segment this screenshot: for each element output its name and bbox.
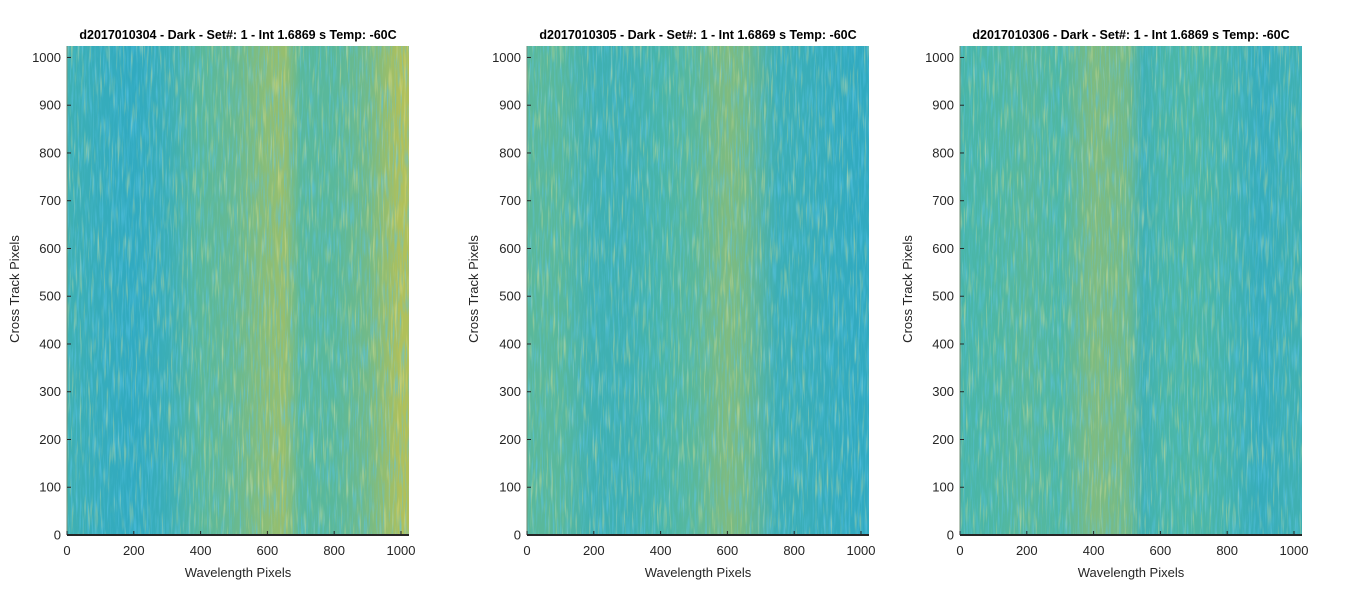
y-tick-label: 800 — [499, 145, 521, 160]
heatmap-noise-warm — [960, 46, 1302, 535]
heatmap-image — [527, 46, 869, 535]
y-tick-label: 600 — [499, 241, 521, 256]
y-tick-label: 800 — [39, 145, 61, 160]
y-tick-label: 100 — [39, 480, 61, 495]
y-tick-label: 0 — [514, 528, 521, 543]
y-tick-label: 1000 — [925, 50, 954, 65]
x-axis-label: Wavelength Pixels — [645, 565, 752, 580]
y-tick-label: 500 — [499, 289, 521, 304]
y-tick-label: 500 — [39, 289, 61, 304]
y-tick-label: 400 — [39, 336, 61, 351]
x-tick-label: 600 — [717, 543, 739, 558]
y-tick-label: 100 — [499, 480, 521, 495]
x-tick-label: 400 — [650, 543, 672, 558]
y-tick-label: 1000 — [32, 50, 61, 65]
y-axis-label: Cross Track Pixels — [7, 235, 22, 343]
y-tick-label: 0 — [54, 528, 61, 543]
y-tick-label: 200 — [39, 432, 61, 447]
y-tick-label: 100 — [932, 480, 954, 495]
chart-title: d2017010304 - Dark - Set#: 1 - Int 1.686… — [79, 28, 396, 42]
x-tick-label: 200 — [123, 543, 145, 558]
heatmap-image — [960, 46, 1302, 535]
y-tick-label: 900 — [499, 98, 521, 113]
chart-panel-2: d2017010305 - Dark - Set#: 1 - Int 1.686… — [466, 28, 875, 580]
x-axis-label: Wavelength Pixels — [1078, 565, 1185, 580]
y-tick-label: 600 — [932, 241, 954, 256]
y-tick-label: 700 — [39, 193, 61, 208]
x-tick-label: 0 — [63, 543, 70, 558]
y-tick-label: 1000 — [492, 50, 521, 65]
chart-title: d2017010305 - Dark - Set#: 1 - Int 1.686… — [539, 28, 856, 42]
y-axis-label: Cross Track Pixels — [900, 235, 915, 343]
x-tick-label: 400 — [1083, 543, 1105, 558]
y-tick-label: 300 — [39, 384, 61, 399]
y-tick-label: 400 — [499, 336, 521, 351]
y-tick-label: 200 — [932, 432, 954, 447]
y-tick-label: 300 — [499, 384, 521, 399]
x-tick-label: 1000 — [387, 543, 416, 558]
chart-panel-1: d2017010304 - Dark - Set#: 1 - Int 1.686… — [7, 28, 415, 580]
x-tick-label: 1000 — [1280, 543, 1309, 558]
y-tick-label: 900 — [39, 98, 61, 113]
x-tick-label: 200 — [583, 543, 605, 558]
y-tick-label: 800 — [932, 145, 954, 160]
heatmap-noise-warm — [527, 46, 869, 535]
y-tick-label: 0 — [947, 528, 954, 543]
y-tick-label: 500 — [932, 289, 954, 304]
x-tick-label: 800 — [323, 543, 345, 558]
x-tick-label: 1000 — [847, 543, 876, 558]
y-tick-label: 700 — [932, 193, 954, 208]
x-axis-label: Wavelength Pixels — [185, 565, 292, 580]
chart-panel-3: d2017010306 - Dark - Set#: 1 - Int 1.686… — [900, 28, 1308, 580]
chart-title: d2017010306 - Dark - Set#: 1 - Int 1.686… — [972, 28, 1289, 42]
x-tick-label: 400 — [190, 543, 212, 558]
y-tick-label: 700 — [499, 193, 521, 208]
y-tick-label: 400 — [932, 336, 954, 351]
y-tick-label: 600 — [39, 241, 61, 256]
x-tick-label: 600 — [1150, 543, 1172, 558]
y-tick-label: 200 — [499, 432, 521, 447]
x-tick-label: 800 — [1216, 543, 1238, 558]
y-tick-label: 300 — [932, 384, 954, 399]
y-axis-label: Cross Track Pixels — [466, 235, 481, 343]
heatmap-noise-warm — [67, 46, 409, 535]
heatmap-image — [67, 46, 409, 535]
y-tick-label: 900 — [932, 98, 954, 113]
x-tick-label: 0 — [523, 543, 530, 558]
x-tick-label: 600 — [257, 543, 279, 558]
x-tick-label: 0 — [956, 543, 963, 558]
x-tick-label: 800 — [783, 543, 805, 558]
x-tick-label: 200 — [1016, 543, 1038, 558]
